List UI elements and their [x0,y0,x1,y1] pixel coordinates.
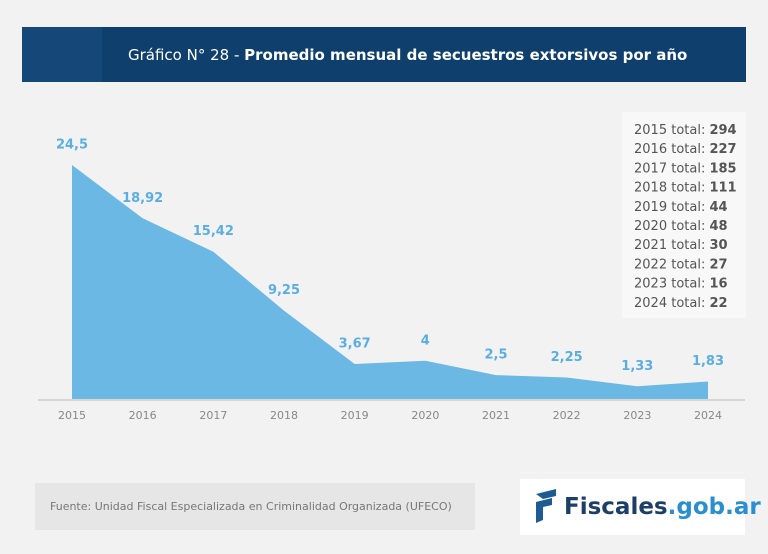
logo-icon [536,489,556,523]
header-title: Gráfico N° 28 - Promedio mensual de secu… [128,46,687,64]
x-tick-label: 2015 [58,409,86,422]
value-label: 9,25 [268,283,300,298]
total-value: 44 [709,199,727,214]
total-value: 22 [709,295,727,310]
total-row: 2017 total: 185 [634,161,737,176]
area [72,165,708,399]
total-value: 185 [709,161,736,176]
header-main: Promedio mensual de secuestros extorsivo… [244,46,687,64]
header-bar [22,27,746,82]
x-tick-label: 2022 [553,409,581,422]
total-value: 111 [709,180,736,195]
total-row: 2023 total: 16 [634,276,728,291]
total-value: 48 [709,219,727,234]
total-row: 2021 total: 30 [634,238,728,253]
x-tick-label: 2023 [623,409,651,422]
total-row: 2022 total: 27 [634,257,728,272]
total-label: 2022 total: [634,257,705,272]
total-row: 2016 total: 227 [634,142,737,157]
value-label: 24,5 [56,138,88,153]
header-prefix: Gráfico N° 28 - [128,46,244,64]
total-row: 2020 total: 48 [634,219,728,234]
total-label: 2020 total: [634,219,705,234]
totals-box [622,112,746,318]
logo: Fiscales.gob.ar [564,494,761,520]
total-label: 2015 total: [634,123,705,138]
x-tick-label: 2018 [270,409,298,422]
total-value: 227 [709,142,736,157]
total-label: 2023 total: [634,276,705,291]
value-label: 1,83 [692,354,724,369]
total-row: 2024 total: 22 [634,295,728,310]
logo-main: Fiscales [564,494,668,520]
total-label: 2021 total: [634,238,705,253]
value-label: 4 [421,333,430,348]
source: Fuente: Unidad Fiscal Especializada en C… [50,500,452,513]
value-label: 2,5 [484,348,507,363]
x-tick-label: 2016 [129,409,157,422]
total-label: 2019 total: [634,199,705,214]
x-tick-label: 2020 [411,409,439,422]
x-tick-label: 2021 [482,409,510,422]
value-label: 18,92 [122,191,163,206]
total-value: 294 [709,123,736,138]
logo-suffix: .gob.ar [668,494,762,520]
x-tick-label: 2017 [199,409,227,422]
x-tick-label: 2019 [341,409,369,422]
total-label: 2024 total: [634,295,705,310]
header-decoration [22,27,102,82]
total-value: 30 [709,238,727,253]
value-label: 2,25 [551,350,583,365]
total-row: 2018 total: 111 [634,180,737,195]
value-label: 15,42 [193,224,234,239]
total-value: 27 [709,257,727,272]
total-label: 2017 total: [634,161,705,176]
total-label: 2018 total: [634,180,705,195]
total-value: 16 [709,276,727,291]
value-label: 3,67 [339,336,371,351]
logo-box [520,479,745,535]
total-row: 2015 total: 294 [634,123,737,138]
total-label: 2016 total: [634,142,705,157]
value-label: 1,33 [621,359,653,374]
source-box [35,483,475,530]
total-row: 2019 total: 44 [634,199,728,214]
x-tick-label: 2024 [694,409,722,422]
